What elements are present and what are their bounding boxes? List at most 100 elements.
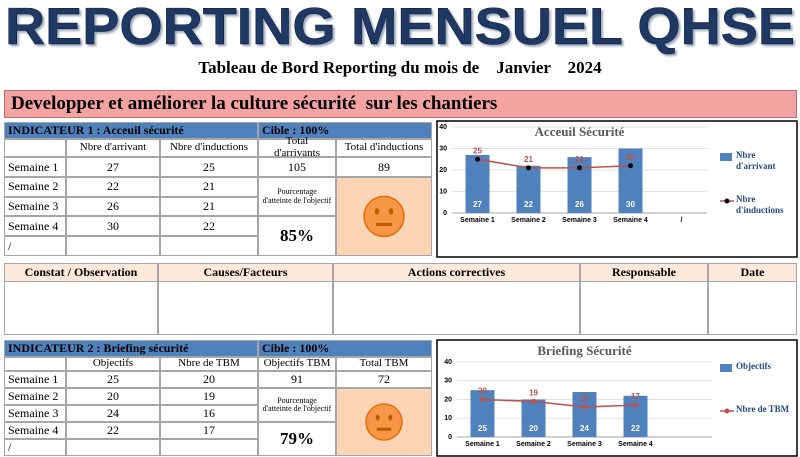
status-box — [336, 176, 432, 256]
line-value-label: 21 — [575, 155, 584, 164]
series-line — [477, 158, 631, 169]
title-area: REPORTING MENSUEL QHSE — [5, 0, 796, 56]
y-tick-label: 20 — [444, 396, 452, 403]
y-tick-label: 20 — [439, 167, 447, 174]
value-cell: 22 — [160, 216, 258, 237]
indicator-target: Cible : 100% — [258, 340, 432, 357]
value-cell — [160, 236, 258, 256]
line-marker — [628, 163, 633, 169]
y-tick-label: 10 — [444, 415, 452, 422]
column-header: Nbre d'inductions — [160, 139, 258, 157]
bar — [516, 165, 541, 213]
value-cell: 26 — [66, 196, 160, 217]
total-cell: 89 — [336, 157, 432, 177]
legend-entry: Objectifs — [736, 361, 771, 371]
line-value-label: 20 — [478, 387, 487, 396]
legend-label: Nbre d'inductions — [736, 194, 784, 215]
bar — [567, 157, 592, 213]
total-cell: 72 — [336, 371, 432, 388]
bar — [521, 399, 546, 437]
bar-value-label: 26 — [575, 200, 584, 209]
chart-title: Acceuil Sécurité — [535, 124, 625, 139]
bar — [470, 390, 495, 437]
series-line — [482, 398, 636, 408]
legend-marker — [724, 408, 730, 414]
x-tick-label: Semaine 4 — [613, 217, 648, 224]
legend-entry: Nbre de TBM — [736, 404, 789, 414]
chart-title: Briefing Sécurité — [537, 343, 631, 358]
row-label: Semaine 3 — [4, 196, 66, 217]
x-tick-label: Semaine 2 — [511, 217, 546, 224]
observation-cell — [708, 281, 797, 335]
row-label: / — [4, 236, 66, 256]
y-tick-label: 10 — [439, 188, 447, 195]
bar-value-label: 30 — [626, 200, 635, 209]
column-header: Nbre de TBM — [160, 357, 258, 371]
column-header: Total d'inductions — [336, 139, 432, 157]
subtitle-month: Janvier — [496, 58, 551, 77]
line-value-label: 25 — [473, 146, 482, 155]
y-tick-label: 30 — [439, 145, 447, 152]
legend-swatch — [720, 364, 732, 372]
value-cell: 24 — [66, 405, 160, 422]
y-tick-label: 30 — [444, 378, 452, 385]
x-tick-label: Semaine 3 — [567, 441, 602, 448]
bar-value-label: 25 — [478, 424, 487, 433]
legend-entry: Nbre d'inductions — [736, 194, 784, 215]
x-tick-label: Semaine 1 — [460, 217, 495, 224]
subtitle-text: Tableau de Bord Reporting du mois de — [198, 58, 480, 77]
value-cell — [66, 236, 160, 256]
percentage-label: Pourcentage d'atteinte de l'objectif — [258, 176, 336, 217]
header-cell — [4, 139, 66, 157]
percentage-label: Pourcentage d'atteinte de l'objectif — [258, 388, 336, 422]
line-marker — [475, 156, 480, 162]
legend-marker — [724, 198, 730, 204]
line-marker — [480, 397, 485, 402]
subtitle-year: 2024 — [567, 58, 602, 77]
column-header: Nbre d'arrivant — [66, 139, 160, 157]
row-label: Semaine 2 — [4, 176, 66, 197]
line-marker — [582, 404, 587, 410]
chart-frame — [436, 120, 798, 258]
observation-header: Causes/Facteurs — [158, 263, 333, 282]
value-cell: 20 — [66, 388, 160, 405]
value-cell: 17 — [160, 422, 258, 439]
indicator-title: INDICATEUR 1 : Acceuil sécurité — [4, 122, 258, 139]
y-tick-label: 0 — [448, 434, 452, 441]
y-tick-label: 40 — [439, 124, 447, 131]
bar — [618, 148, 643, 213]
total-cell: 91 — [258, 371, 336, 388]
chart-frame — [436, 339, 798, 457]
line-marker — [577, 165, 582, 171]
value-cell: 21 — [160, 176, 258, 197]
line-value-label: 22 — [626, 153, 635, 162]
value-cell: 20 — [160, 371, 258, 388]
observation-cell — [158, 281, 333, 335]
x-tick-label: Semaine 2 — [516, 441, 551, 448]
bar — [465, 154, 490, 213]
percentage: 85% — [258, 216, 336, 256]
value-cell — [66, 439, 160, 456]
observation-cell — [333, 281, 580, 335]
row-label: / — [4, 439, 66, 456]
column-header: Total TBM — [336, 357, 432, 371]
indicator-target: Cible : 100% — [258, 122, 432, 139]
x-tick-label: Semaine 4 — [618, 441, 653, 448]
row-label: Semaine 1 — [4, 371, 66, 388]
observation-cell — [4, 281, 158, 335]
value-cell: 19 — [160, 388, 258, 405]
legend-entry: Nbre d'arrivant — [736, 150, 776, 171]
row-label: Semaine 1 — [4, 157, 66, 177]
value-cell: 25 — [66, 371, 160, 388]
line-value-label: 21 — [524, 155, 533, 164]
y-tick-label: 0 — [443, 210, 447, 217]
bar-value-label: 22 — [631, 424, 640, 433]
page-title: REPORTING MENSUEL QHSE — [5, 0, 795, 56]
legend-label: Objectifs — [736, 361, 771, 371]
value-cell — [160, 439, 258, 456]
bar — [623, 395, 648, 437]
header-cell — [4, 357, 66, 371]
indicator-title: INDICATEUR 2 : Briefing sécurité — [4, 340, 258, 357]
value-cell: 21 — [160, 196, 258, 217]
bar-value-label: 24 — [580, 424, 589, 433]
